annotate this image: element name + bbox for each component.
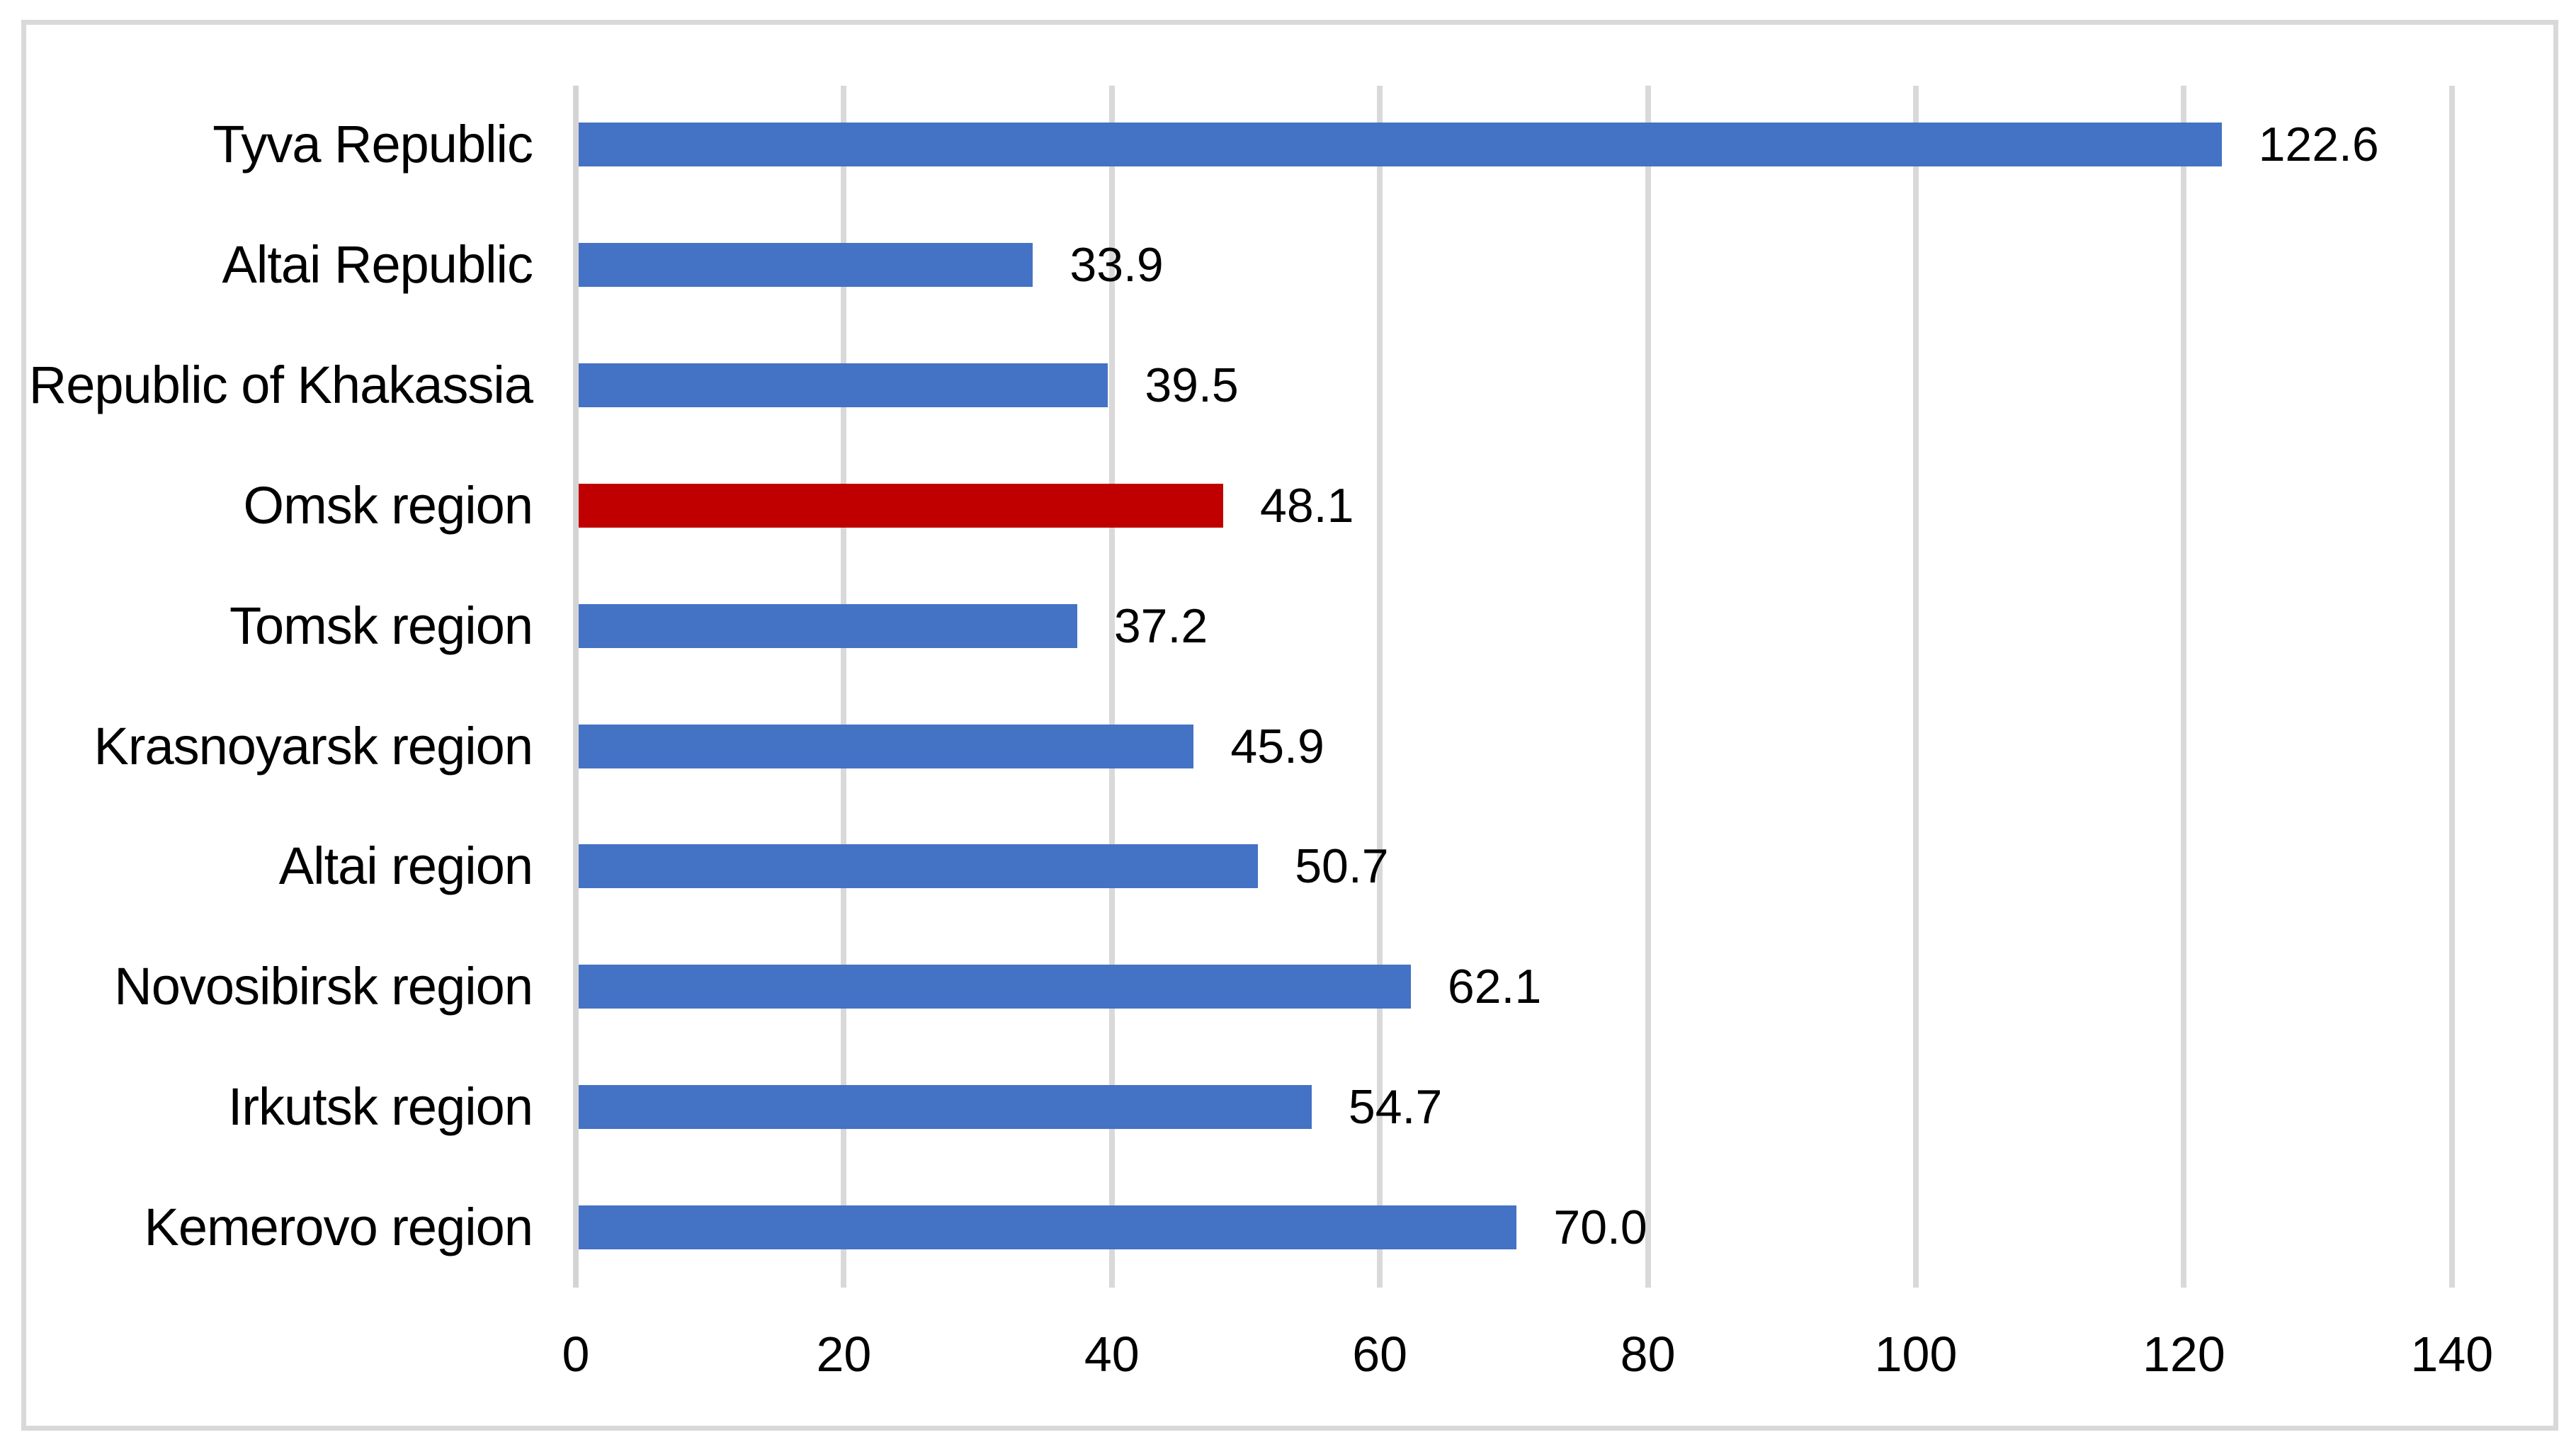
- value-label: 62.1: [1447, 960, 1542, 1014]
- value-label: 122.6: [2258, 118, 2379, 171]
- category-label: Irkutsk region: [227, 1077, 533, 1137]
- value-label: 45.9: [1230, 719, 1324, 773]
- gridline: [1645, 86, 1651, 1288]
- value-label: 39.5: [1145, 358, 1239, 412]
- bar-highlighted: [579, 483, 1224, 528]
- bar: [579, 844, 1259, 889]
- bar: [579, 1205, 1517, 1250]
- gridline: [1108, 86, 1115, 1288]
- bar: [579, 724, 1194, 768]
- gridline: [1377, 86, 1383, 1288]
- x-tick-label: 120: [2142, 1327, 2225, 1382]
- bar: [579, 242, 1033, 287]
- category-label: Omsk region: [243, 475, 533, 535]
- x-tick-label: 20: [816, 1327, 872, 1382]
- gridline: [1913, 86, 1919, 1288]
- category-label: Tomsk region: [229, 596, 533, 655]
- category-label: Altai Republic: [222, 234, 533, 294]
- bar: [579, 603, 1077, 648]
- gridline: [841, 86, 847, 1288]
- x-tick-label: 80: [1620, 1327, 1676, 1382]
- x-tick-label: 60: [1352, 1327, 1408, 1382]
- value-label: 37.2: [1113, 598, 1208, 653]
- category-label: Novosibirsk region: [114, 957, 533, 1016]
- category-label: Tyva Republic: [212, 115, 533, 174]
- value-label: 54.7: [1348, 1080, 1443, 1135]
- gridline: [2181, 86, 2187, 1288]
- category-label: Kemerovo region: [144, 1198, 533, 1257]
- value-label: 48.1: [1260, 478, 1354, 533]
- value-label: 50.7: [1295, 839, 1389, 894]
- chart-border: [21, 20, 2558, 1431]
- value-label: 33.9: [1069, 237, 1164, 292]
- x-tick-label: 0: [562, 1327, 590, 1382]
- x-tick-label: 140: [2410, 1327, 2494, 1382]
- category-label: Republic of Khakassia: [28, 355, 533, 414]
- category-label: Altai region: [278, 836, 533, 896]
- bar: [579, 965, 1411, 1009]
- category-label: Krasnoyarsk region: [93, 716, 533, 776]
- bar: [579, 363, 1108, 407]
- gridline: [2449, 86, 2455, 1288]
- x-tick-label: 40: [1084, 1327, 1140, 1382]
- bar: [579, 123, 2222, 166]
- x-tick-label: 100: [1874, 1327, 1958, 1382]
- x-axis-line: [573, 86, 579, 1288]
- bar: [579, 1085, 1312, 1130]
- value-label: 70.0: [1553, 1200, 1647, 1255]
